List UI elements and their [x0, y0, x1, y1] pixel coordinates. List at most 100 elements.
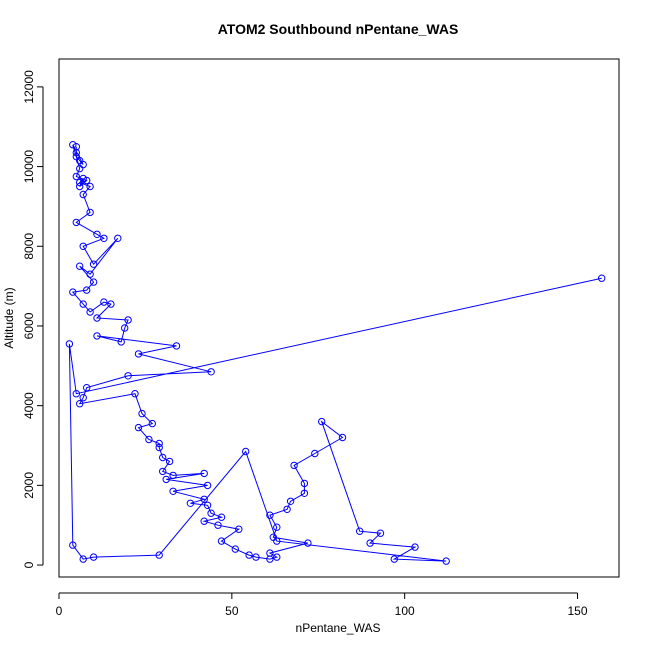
x-tick-label: 150: [568, 604, 588, 618]
data-point: [117, 338, 125, 346]
data-point: [155, 443, 163, 452]
data-point: [86, 208, 94, 217]
y-tick-label: 12000: [22, 70, 36, 104]
data-point: [100, 298, 108, 306]
data-point: [598, 274, 606, 282]
data-point: [245, 551, 253, 559]
data-point: [155, 439, 163, 448]
data-point: [79, 242, 87, 251]
x-tick-label: 100: [395, 604, 415, 618]
data-point: [200, 517, 208, 525]
data-point: [217, 537, 226, 545]
data-point: [266, 549, 274, 557]
x-tick-label: 50: [225, 604, 239, 618]
data-point: [76, 400, 84, 408]
data-point: [93, 230, 101, 239]
data-point: [72, 218, 81, 227]
data-point: [131, 390, 139, 398]
data-point: [231, 545, 240, 553]
data-point: [207, 368, 215, 376]
y-tick-label: 6000: [22, 312, 36, 339]
data-point: [300, 489, 309, 497]
chart-title: ATOM2 Southbound nPentane_WAS: [218, 21, 459, 37]
y-axis: 0 2000 4000 6000 8000 10000 12000: [22, 70, 44, 568]
data-point: [273, 537, 281, 545]
data-point: [69, 288, 77, 296]
data-point: [242, 447, 250, 456]
data-point: [100, 234, 108, 243]
data-point: [93, 332, 101, 340]
data-point: [304, 539, 312, 547]
data-point: [76, 164, 84, 173]
data-point: [366, 539, 374, 547]
data-point: [159, 467, 167, 476]
data-point: [79, 394, 87, 402]
data-point: [114, 234, 122, 243]
data-point: [72, 390, 81, 398]
data-point: [290, 461, 298, 470]
data-point: [165, 457, 174, 466]
data-point: [200, 495, 208, 503]
data-point: [207, 509, 215, 517]
data-point: [217, 513, 226, 521]
data-point: [172, 342, 181, 350]
data-point: [148, 419, 157, 428]
y-tick-label: 2000: [22, 472, 36, 499]
data-point: [89, 553, 98, 561]
data-point: [273, 553, 281, 561]
data-point: [124, 316, 132, 324]
data-point: [338, 433, 347, 442]
data-point: [79, 190, 87, 199]
data-point: [273, 523, 281, 531]
data-point: [311, 449, 319, 458]
plot-frame: [58, 58, 620, 578]
data-point: [145, 435, 153, 444]
data-point: [200, 469, 208, 478]
data-point: [318, 417, 326, 426]
data-point: [159, 453, 167, 462]
data-point: [214, 521, 222, 529]
data-point: [89, 278, 98, 286]
data-point: [300, 479, 309, 488]
y-axis-label: Altitude (m): [2, 287, 16, 348]
x-tick-label: 0: [56, 604, 63, 618]
data-point: [83, 286, 91, 294]
data-point: [442, 557, 450, 565]
data-point: [138, 409, 146, 418]
data-point: [411, 543, 419, 551]
y-tick-label: 4000: [22, 392, 36, 419]
data-point: [86, 182, 94, 191]
data-point: [76, 262, 84, 270]
data-point: [162, 475, 170, 484]
data-point: [72, 172, 81, 181]
data-point: [390, 555, 398, 563]
x-axis: 0 50 100 150: [56, 592, 588, 618]
data-point: [79, 555, 87, 563]
data-point: [93, 314, 101, 322]
data-point: [169, 487, 177, 495]
data-point: [86, 308, 94, 316]
series-line: [68, 144, 602, 562]
data-point: [65, 340, 74, 348]
data-point: [69, 541, 77, 549]
data-point: [89, 260, 98, 268]
y-tick-label: 10000: [22, 150, 36, 184]
data-point: [186, 499, 195, 507]
x-axis-label: nPentane_WAS: [296, 621, 381, 635]
data-point: [76, 178, 84, 187]
data-point: [83, 384, 91, 392]
data-point: [235, 525, 243, 533]
data-point: [107, 300, 115, 308]
data-point: [286, 497, 295, 505]
series-points: [65, 141, 606, 565]
data-point: [134, 350, 143, 358]
data-point: [134, 423, 143, 432]
data-point: [376, 529, 385, 537]
data-point: [169, 471, 177, 480]
data-point: [72, 148, 81, 157]
data-point: [203, 481, 212, 490]
data-point: [121, 324, 129, 332]
y-tick-label: 8000: [22, 233, 36, 260]
data-point: [266, 511, 274, 519]
